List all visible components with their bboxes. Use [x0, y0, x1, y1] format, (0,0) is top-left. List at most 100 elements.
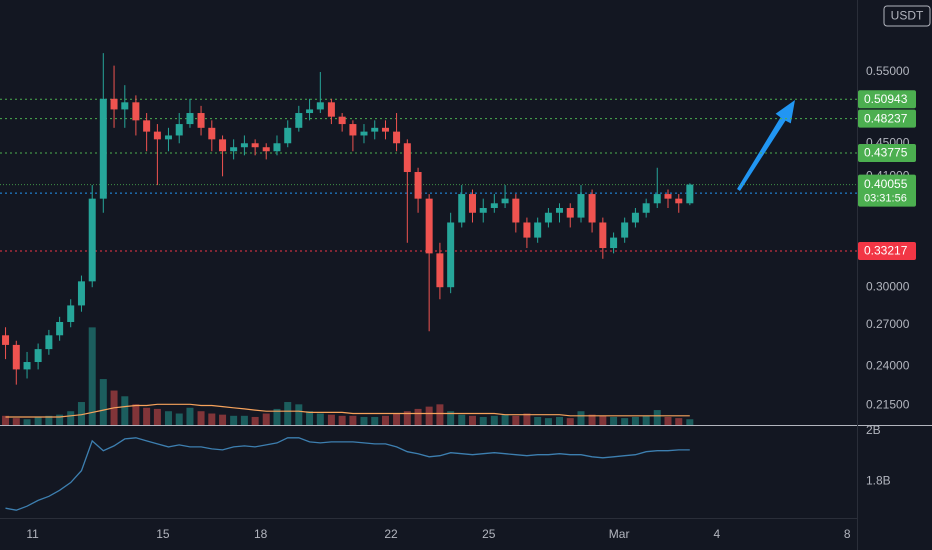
level-label-box [858, 90, 916, 109]
candle-body [2, 335, 10, 345]
volume-bar [208, 413, 216, 425]
x-tick-label: Mar [609, 527, 630, 541]
candle-body [240, 143, 248, 148]
candle-body [349, 124, 357, 136]
candle-body [67, 305, 75, 322]
volume-bar [88, 327, 96, 425]
volume-bar [295, 404, 303, 425]
candle-body [12, 344, 20, 370]
candle-body [664, 194, 672, 199]
x-tick-label: 4 [714, 527, 721, 541]
candle-body [523, 222, 531, 238]
volume-bar [425, 406, 433, 425]
volume-bar [67, 411, 75, 425]
volume-bar [458, 414, 466, 425]
volume-bar [349, 415, 357, 425]
volume-bar [56, 414, 64, 425]
last-price-box [858, 174, 916, 207]
x-tick-label: 11 [26, 527, 39, 541]
volume-bar [251, 416, 259, 425]
candle-body [599, 222, 607, 249]
x-tick-label: 22 [384, 527, 398, 541]
candle-body [230, 147, 238, 152]
volume-bar [371, 416, 379, 425]
candle-body [436, 253, 444, 288]
volume-bar [566, 418, 574, 425]
volume-bar [186, 407, 194, 425]
level-label: 0.50943 [864, 92, 908, 106]
volume-bar [316, 413, 324, 425]
volume-bar [523, 413, 531, 425]
volume-bar [132, 404, 140, 425]
candle-body [588, 194, 596, 223]
candle-body [143, 120, 151, 132]
indicator-line [5, 437, 690, 511]
candle-body [686, 184, 694, 204]
candle-body [621, 222, 629, 238]
volume-bar [12, 418, 20, 425]
level-label-box [858, 144, 916, 163]
volume-bar [468, 415, 476, 425]
candle-body [273, 143, 281, 152]
volume-bar [555, 416, 563, 425]
candle-body [555, 207, 563, 213]
candle-body [88, 198, 96, 282]
candle-body [110, 98, 118, 110]
volume-bar [479, 416, 487, 425]
candle-body [132, 102, 140, 121]
candle-body [675, 198, 683, 204]
candle-body [77, 281, 85, 306]
volume-bar [153, 408, 161, 425]
candle-body [566, 207, 574, 218]
candle-body [284, 127, 292, 144]
volume-bar [490, 415, 498, 425]
candle-body [631, 212, 639, 223]
candle-body [512, 198, 520, 223]
candle-body [153, 131, 161, 140]
currency-badge[interactable] [883, 5, 931, 27]
volume-bar [143, 407, 151, 425]
indicator-tick-label: 1.8B [866, 474, 891, 488]
candle-body [447, 222, 455, 288]
axis-labels: 0.550000.450000.410000.300000.270000.240… [26, 64, 916, 541]
volume-ma [5, 403, 690, 418]
volume-bar [360, 416, 368, 425]
volume-bar [414, 408, 422, 425]
volume-bar [23, 419, 31, 425]
candle-body [414, 172, 422, 199]
candle-body [490, 203, 498, 208]
candle-body [295, 113, 303, 128]
volume-bar [653, 410, 661, 425]
candle-body [45, 335, 53, 350]
volume-bar [219, 414, 227, 425]
candle-body [23, 362, 31, 370]
y-tick-label: 0.55000 [866, 64, 910, 78]
volume-bar [45, 415, 53, 425]
volume-bar [642, 415, 650, 425]
volume-bar [512, 415, 520, 425]
volume-bar [175, 413, 183, 425]
candle-body [186, 113, 194, 125]
candle-body [371, 127, 379, 132]
candle-body [610, 237, 618, 249]
marks [0, 53, 857, 511]
candle-body [479, 207, 487, 213]
x-tick-label: 25 [482, 527, 496, 541]
volume-bar [240, 415, 248, 425]
volume-bar [447, 411, 455, 425]
currency: USDT [891, 9, 924, 23]
volume-bar [34, 416, 42, 425]
volume-bar [675, 418, 683, 425]
candle-body [219, 139, 227, 152]
volume-bar [403, 411, 411, 425]
volume-bar [577, 411, 585, 425]
volume-bar [164, 411, 172, 425]
candle-body [327, 102, 335, 117]
volume-bar [501, 414, 509, 425]
candle-body [316, 102, 324, 110]
candle-body [501, 198, 509, 204]
volume-bar [436, 404, 444, 425]
volume-bar [588, 414, 596, 425]
volume-bar [664, 416, 672, 425]
